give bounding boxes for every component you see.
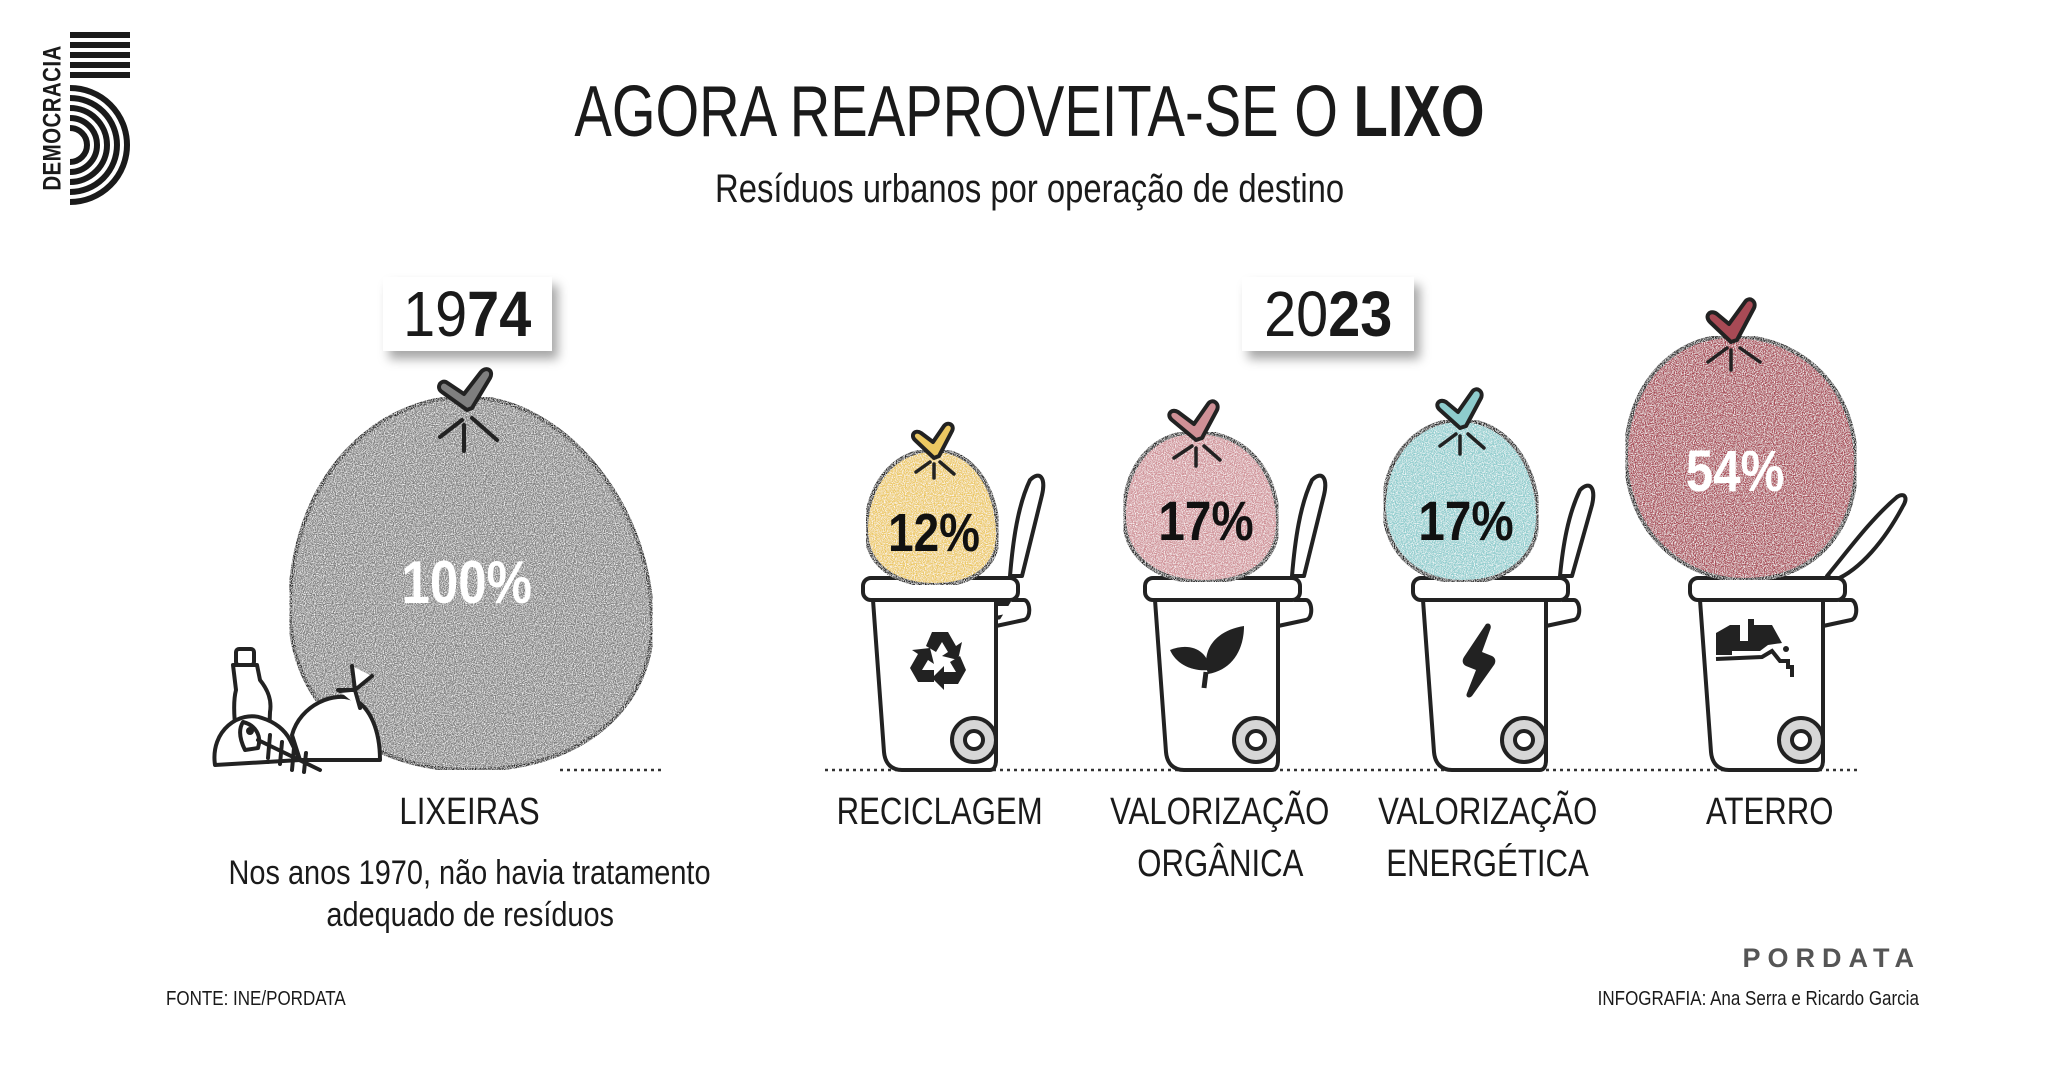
value-energetica: 17% xyxy=(1400,490,1532,552)
trash-bag-aterro-icon xyxy=(1623,297,1859,583)
label-reciclagem-text: RECICLAGEM xyxy=(836,791,1044,833)
label-valorizacao-energetica: VALORIZAÇÃO ENERGÉTICA xyxy=(1348,786,1628,890)
value-1974: 100% xyxy=(367,548,567,618)
title-bold: LIXO xyxy=(1353,72,1485,152)
year-label-2023: 2023 xyxy=(1242,277,1414,351)
year-2023-bold: 23 xyxy=(1328,278,1393,350)
value-reciclagem: 12% xyxy=(872,503,996,563)
trash-bag-organica-icon xyxy=(1121,399,1281,585)
pordata-text: PORDATA xyxy=(1742,943,1921,973)
label-valorizacao-organica: VALORIZAÇÃO ORGÂNICA xyxy=(1080,786,1360,890)
bin-reciclagem-icon xyxy=(861,473,1046,772)
trash-bag-reciclagem-icon xyxy=(863,421,1001,588)
subtitle-text: Resíduos urbanos por operação de destino xyxy=(714,167,1345,211)
year-1974-regular: 19 xyxy=(403,278,468,350)
garbage-debris-icon xyxy=(212,647,382,774)
leaf-icon xyxy=(1170,626,1244,689)
credits-text: INFOGRAFIA: Ana Serra e Ricardo Garcia xyxy=(1597,988,1919,1010)
label-organica-line2: ORGÂNICA xyxy=(1136,843,1304,885)
note-1974: Nos anos 1970, não havia tratamento adeq… xyxy=(160,852,780,936)
label-lixeiras-text: LIXEIRAS xyxy=(399,791,541,833)
year-label-1974: 1974 xyxy=(383,277,552,351)
year-2023-regular: 20 xyxy=(1263,278,1328,350)
label-energetica-line2: ENERGÉTICA xyxy=(1386,843,1590,885)
label-aterro-text: ATERRO xyxy=(1706,791,1834,833)
value-1974-text: 100% xyxy=(401,549,533,616)
democracia-5-logo-icon xyxy=(70,32,130,205)
value-aterro: 54% xyxy=(1660,440,1810,504)
value-organica: 17% xyxy=(1140,490,1272,552)
page-subtitle: Resíduos urbanos por operação de destino xyxy=(0,166,2059,212)
bin-valorizacao-energetica-icon xyxy=(1411,483,1596,772)
recycle-icon xyxy=(910,632,966,690)
label-energetica-line1: VALORIZAÇÃO xyxy=(1378,791,1598,833)
label-lixeiras: LIXEIRAS xyxy=(340,786,600,838)
note-line-1: Nos anos 1970, não havia tratamento xyxy=(228,854,711,892)
landfill-truck-icon xyxy=(1715,619,1794,677)
source-text: FONTE: INE/PORDATA xyxy=(166,988,346,1010)
year-1974-bold: 74 xyxy=(467,278,532,350)
value-reciclagem-text: 12% xyxy=(888,503,980,563)
value-organica-text: 17% xyxy=(1158,489,1254,552)
label-reciclagem: RECICLAGEM xyxy=(800,786,1080,838)
label-aterro: ATERRO xyxy=(1630,786,1910,838)
value-aterro-text: 54% xyxy=(1685,439,1785,504)
note-line-2: adequado de resíduos xyxy=(326,896,614,934)
title-regular: AGORA REAPROVEITA-SE O xyxy=(574,72,1354,152)
source-note: FONTE: INE/PORDATA xyxy=(166,988,378,1010)
label-organica-line1: VALORIZAÇÃO xyxy=(1110,791,1330,833)
credits-note: INFOGRAFIA: Ana Serra e Ricardo Garcia xyxy=(1541,988,1919,1010)
page-title: AGORA REAPROVEITA-SE O LIXO xyxy=(0,72,2059,152)
pordata-logo: PORDATA xyxy=(1743,943,1922,974)
lightning-icon xyxy=(1462,623,1496,698)
value-energetica-text: 17% xyxy=(1418,489,1514,552)
trash-bag-energetica-icon xyxy=(1381,387,1541,585)
democracia-logo: DEMOCRACIA xyxy=(36,28,136,208)
trash-bag-1974-icon xyxy=(287,367,655,773)
